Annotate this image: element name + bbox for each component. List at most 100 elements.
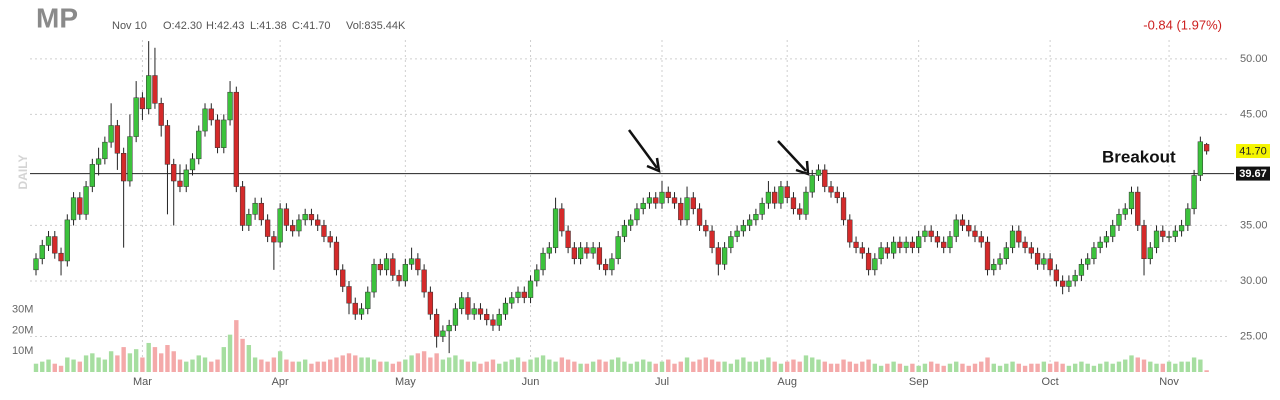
candle-body bbox=[903, 241, 909, 248]
candle bbox=[471, 303, 477, 320]
candle bbox=[315, 214, 321, 231]
y-tick-label: 50.00 bbox=[1240, 53, 1268, 65]
volume-bar bbox=[997, 365, 1003, 372]
candle-body bbox=[865, 252, 872, 271]
candle bbox=[653, 192, 659, 209]
candle bbox=[1072, 269, 1078, 287]
candle-body bbox=[433, 314, 440, 337]
candle-body bbox=[70, 197, 77, 221]
candle bbox=[734, 225, 740, 243]
candle bbox=[95, 147, 102, 176]
candle-body bbox=[258, 202, 265, 221]
volume-bar bbox=[259, 359, 264, 372]
candle-body bbox=[840, 197, 847, 221]
candle bbox=[834, 186, 840, 204]
candle bbox=[1003, 242, 1009, 265]
candle-body bbox=[352, 302, 358, 315]
candle-body bbox=[884, 247, 891, 254]
volume-bar bbox=[1198, 359, 1203, 372]
candle-body bbox=[653, 197, 659, 204]
candle bbox=[502, 297, 509, 320]
candle-body bbox=[872, 258, 878, 271]
candle-body bbox=[421, 269, 427, 293]
volume-bar bbox=[885, 363, 890, 372]
candle-body bbox=[358, 308, 365, 315]
candle-body bbox=[728, 236, 734, 248]
candle-body bbox=[183, 169, 189, 187]
candle-body bbox=[1116, 214, 1122, 226]
volume-bar bbox=[403, 359, 408, 372]
candle bbox=[396, 269, 402, 287]
volume-bar bbox=[897, 363, 903, 372]
candle-body bbox=[859, 247, 865, 254]
low-label: L:41.38 bbox=[250, 20, 287, 32]
volume-bar bbox=[528, 359, 533, 372]
change-label: -0.84 (1.97%) bbox=[1143, 17, 1222, 32]
volume-tick-label: 10M bbox=[12, 345, 33, 357]
candle-body bbox=[1178, 225, 1185, 232]
volume-bar bbox=[935, 363, 940, 372]
candle-body bbox=[778, 186, 784, 204]
candle bbox=[997, 253, 1003, 270]
candle-body bbox=[1160, 230, 1166, 237]
volume-bar bbox=[296, 361, 302, 372]
candle bbox=[58, 247, 64, 276]
last-price-bg bbox=[1236, 144, 1270, 159]
candle-body bbox=[33, 258, 39, 271]
volume-bar bbox=[766, 357, 771, 372]
candle bbox=[308, 208, 315, 226]
volume-bar bbox=[709, 359, 715, 372]
candle bbox=[840, 192, 847, 226]
volume-bar bbox=[1054, 361, 1059, 372]
candle-body bbox=[108, 125, 114, 143]
candle-body bbox=[208, 108, 214, 121]
candle-body bbox=[83, 186, 89, 215]
date: Nov 10 bbox=[112, 20, 147, 32]
candle-body bbox=[571, 247, 578, 259]
candle bbox=[1128, 186, 1135, 215]
volume-bar bbox=[954, 361, 959, 372]
volume-bar bbox=[972, 363, 978, 372]
volume-bar bbox=[252, 357, 258, 372]
candle-body bbox=[1003, 247, 1009, 259]
volume-bar bbox=[215, 359, 220, 372]
volume-bar bbox=[371, 359, 377, 372]
candle-body bbox=[740, 225, 747, 232]
y-tick-label: 35.00 bbox=[1240, 219, 1268, 231]
candle-body bbox=[1185, 208, 1191, 226]
volume-bar bbox=[666, 359, 671, 372]
volume-bar bbox=[453, 355, 458, 372]
volume-bar bbox=[722, 361, 727, 372]
candle-body bbox=[1153, 230, 1160, 248]
candle bbox=[703, 219, 709, 237]
candle bbox=[790, 192, 797, 215]
candle-body bbox=[671, 197, 678, 204]
candle bbox=[878, 242, 884, 265]
candle bbox=[947, 230, 953, 254]
volume-bar bbox=[434, 353, 439, 372]
volume-bar bbox=[234, 320, 239, 372]
candle bbox=[371, 258, 377, 298]
candle bbox=[1153, 225, 1160, 254]
candle-body bbox=[152, 75, 158, 104]
candle-body bbox=[790, 197, 797, 210]
volume-bar bbox=[734, 359, 740, 372]
candle-body bbox=[1059, 280, 1066, 287]
candle-body bbox=[484, 314, 490, 321]
candle-body bbox=[408, 258, 415, 265]
candle-body bbox=[227, 91, 233, 121]
candle bbox=[853, 236, 859, 254]
candle bbox=[408, 247, 415, 270]
volume-bar bbox=[378, 361, 383, 372]
candle bbox=[684, 186, 690, 226]
x-tick-label: Sep bbox=[909, 376, 929, 388]
candle bbox=[884, 242, 891, 259]
candle bbox=[358, 303, 365, 320]
candle bbox=[239, 181, 246, 231]
candle-body bbox=[177, 180, 183, 187]
y-tick-label: 45.00 bbox=[1240, 108, 1268, 120]
candle-body bbox=[690, 197, 696, 210]
volume-bar bbox=[302, 359, 308, 372]
candle bbox=[271, 230, 277, 270]
candle-body bbox=[784, 186, 790, 198]
